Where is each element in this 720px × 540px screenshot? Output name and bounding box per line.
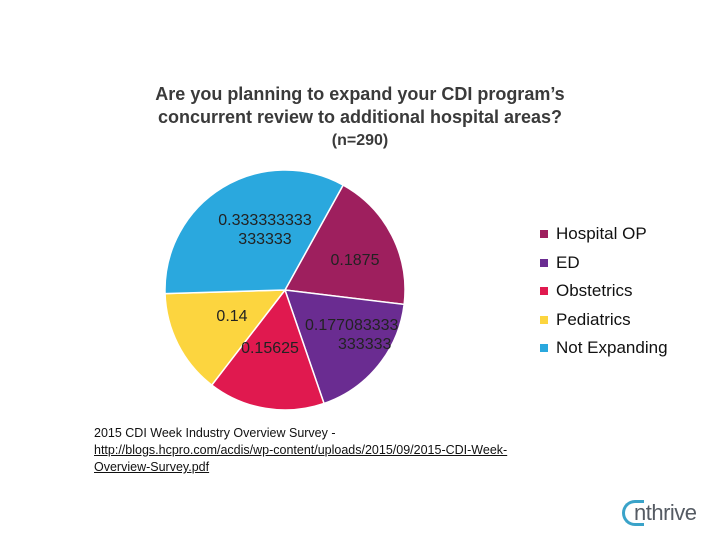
chart-title-line1: Are you planning to expand your CDI prog… [155, 84, 565, 104]
data-label-pediatrics: 0.14 [216, 308, 247, 325]
logo-mark-icon [622, 500, 644, 526]
pie-slice-not-expanding [164, 169, 345, 295]
legend-swatch [540, 230, 548, 239]
source-citation: 2015 CDI Week Industry Overview Survey -… [94, 425, 514, 476]
chart-subtitle: (n=290) [331, 132, 389, 149]
legend-item-pediatrics: Pediatrics [540, 306, 668, 335]
logo-text: nthrive [634, 500, 697, 525]
legend-item-not-expanding: Not Expanding [540, 334, 668, 363]
legend-swatch [540, 258, 548, 267]
source-text: 2015 CDI Week Industry Overview Survey - [94, 426, 336, 440]
data-label-ed: 0.177083333 333333 [305, 317, 399, 353]
legend-swatch [540, 344, 548, 353]
data-label-not-expanding: 0.333333333 333333 [218, 212, 312, 248]
data-label-obstetrics: 0.15625 [241, 340, 299, 357]
source-link[interactable]: http://blogs.hcpro.com/acdis/wp-content/… [94, 443, 508, 474]
legend-label: ED [556, 252, 580, 272]
legend-swatch [540, 287, 548, 296]
data-label-hospital-op: 0.1875 [331, 252, 380, 269]
legend-item-ed: ED [540, 249, 668, 278]
legend-swatch [540, 315, 548, 324]
legend-label: Not Expanding [556, 338, 668, 358]
legend-label: Pediatrics [556, 309, 631, 329]
chart-title-line2: concurrent review to additional hospital… [157, 107, 563, 127]
legend-item-hospital-op: Hospital OP [540, 220, 668, 249]
chart-title: Are you planning to expand your CDI prog… [90, 83, 630, 152]
legend-item-obstetrics: Obstetrics [540, 277, 668, 306]
nthrive-logo: nthrive [622, 496, 697, 530]
legend-label: Obstetrics [556, 281, 633, 301]
chart-legend: Hospital OP ED Obstetrics Pediatrics Not Exp… [540, 220, 668, 363]
pie-slice-pediatrics [164, 289, 287, 387]
pie-slice-obstetrics [210, 288, 325, 411]
pie-slice-hospital-op [283, 184, 406, 306]
legend-label: Hospital OP [556, 224, 647, 244]
